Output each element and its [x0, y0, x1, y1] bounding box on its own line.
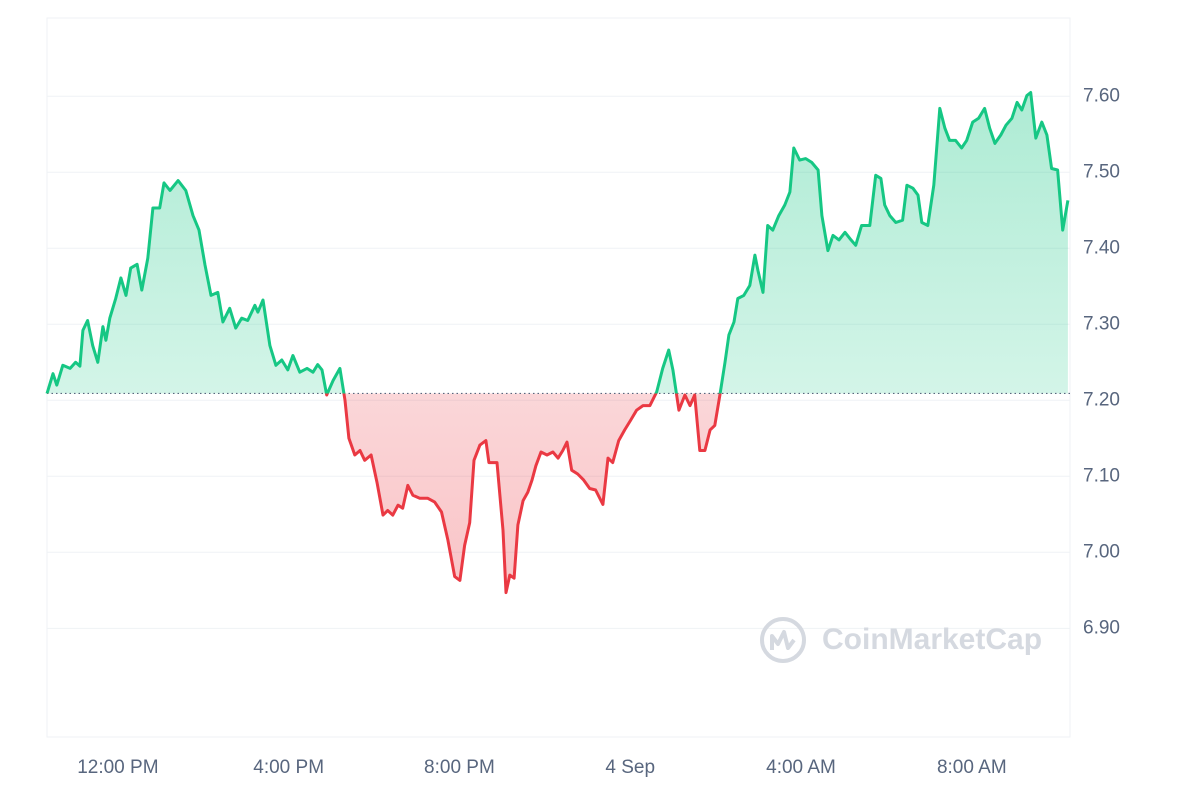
y-tick-label: 7.00 — [1083, 541, 1120, 562]
plot — [45, 91, 1070, 595]
y-tick-label: 7.20 — [1083, 389, 1120, 410]
price-line-down — [46, 393, 722, 595]
area-up — [47, 92, 1068, 394]
y-tick-label: 7.10 — [1083, 465, 1120, 486]
x-tick-label: 8:00 AM — [937, 757, 1007, 778]
y-tick-label: 7.30 — [1083, 313, 1120, 334]
x-tick-label: 4:00 PM — [253, 757, 324, 778]
y-tick-label: 6.90 — [1083, 617, 1120, 638]
y-tick-label: 7.50 — [1083, 161, 1120, 182]
x-tick-label: 12:00 PM — [77, 757, 158, 778]
plot-frame — [46, 17, 1071, 738]
y-tick-label: 7.40 — [1083, 237, 1120, 258]
watermark: CoinMarketCap — [822, 623, 1042, 656]
x-tick-label: 4 Sep — [605, 757, 655, 778]
price-line-up — [45, 91, 1070, 394]
y-tick-label: 7.60 — [1083, 85, 1120, 106]
area-down — [47, 393, 1068, 593]
grid: 6.90 7.00 7.10 7.20 7.30 7.40 7.50 7.60 12:00 PM… — [47, 85, 1120, 778]
watermark-logo — [760, 617, 806, 663]
x-tick-label: 8:00 PM — [424, 757, 495, 778]
x-tick-label: 4:00 AM — [766, 757, 836, 778]
